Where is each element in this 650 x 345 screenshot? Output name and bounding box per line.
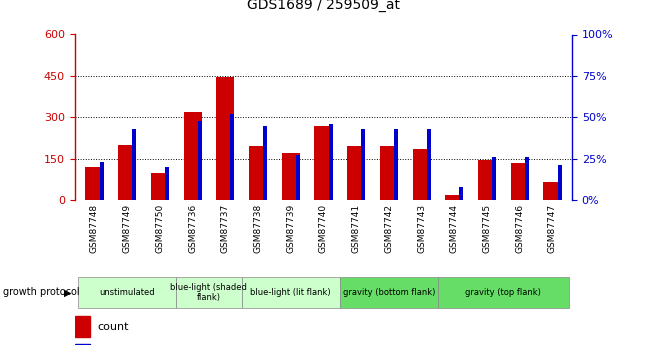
Bar — [543, 182, 562, 200]
Bar — [99, 162, 103, 200]
Text: blue-light (shaded
flank): blue-light (shaded flank) — [170, 283, 247, 302]
Text: GSM87746: GSM87746 — [515, 204, 524, 253]
FancyBboxPatch shape — [176, 277, 242, 308]
Text: GSM87750: GSM87750 — [155, 204, 164, 253]
Text: count: count — [97, 322, 129, 332]
Text: GSM87737: GSM87737 — [221, 204, 229, 253]
Text: GSM87740: GSM87740 — [319, 204, 328, 253]
Bar — [445, 195, 463, 200]
Bar — [511, 163, 528, 200]
Bar — [394, 129, 398, 200]
Text: GSM87743: GSM87743 — [417, 204, 426, 253]
Text: GSM87742: GSM87742 — [384, 204, 393, 253]
FancyBboxPatch shape — [242, 277, 340, 308]
Bar — [460, 187, 463, 200]
Text: gravity (top flank): gravity (top flank) — [465, 288, 541, 297]
Bar — [347, 146, 365, 200]
Bar — [165, 167, 169, 200]
Text: GSM87739: GSM87739 — [286, 204, 295, 253]
Text: GDS1689 / 259509_at: GDS1689 / 259509_at — [247, 0, 400, 12]
FancyBboxPatch shape — [340, 277, 438, 308]
Bar — [315, 126, 332, 200]
Bar — [263, 126, 267, 200]
Bar — [183, 112, 202, 200]
Text: unstimulated: unstimulated — [99, 288, 155, 297]
Bar — [413, 149, 430, 200]
Text: gravity (bottom flank): gravity (bottom flank) — [343, 288, 435, 297]
Text: GSM87736: GSM87736 — [188, 204, 197, 253]
Text: GSM87749: GSM87749 — [123, 204, 131, 253]
Bar — [133, 129, 136, 200]
Bar — [216, 77, 234, 200]
Text: GSM87747: GSM87747 — [548, 204, 557, 253]
Bar — [329, 124, 333, 200]
Bar — [249, 146, 267, 200]
Bar — [151, 172, 169, 200]
Bar — [478, 160, 496, 200]
Text: GSM87741: GSM87741 — [352, 204, 361, 253]
Bar — [427, 129, 431, 200]
FancyBboxPatch shape — [78, 277, 176, 308]
Bar — [296, 155, 300, 200]
Bar — [281, 153, 300, 200]
Text: GSM87738: GSM87738 — [254, 204, 263, 253]
Text: blue-light (lit flank): blue-light (lit flank) — [250, 288, 331, 297]
Bar — [380, 146, 398, 200]
Text: GSM87744: GSM87744 — [450, 204, 459, 253]
FancyBboxPatch shape — [438, 277, 569, 308]
Bar — [118, 145, 136, 200]
Text: ▶: ▶ — [64, 287, 72, 297]
Bar — [231, 114, 235, 200]
Bar — [492, 157, 496, 200]
Bar — [361, 129, 365, 200]
Bar — [85, 167, 103, 200]
Bar — [558, 165, 562, 200]
Bar — [525, 157, 529, 200]
Bar — [198, 121, 202, 200]
Text: growth protocol: growth protocol — [3, 287, 80, 297]
Text: GSM87745: GSM87745 — [482, 204, 491, 253]
Text: GSM87748: GSM87748 — [90, 204, 99, 253]
Bar — [75, 344, 90, 345]
Bar — [75, 316, 90, 337]
